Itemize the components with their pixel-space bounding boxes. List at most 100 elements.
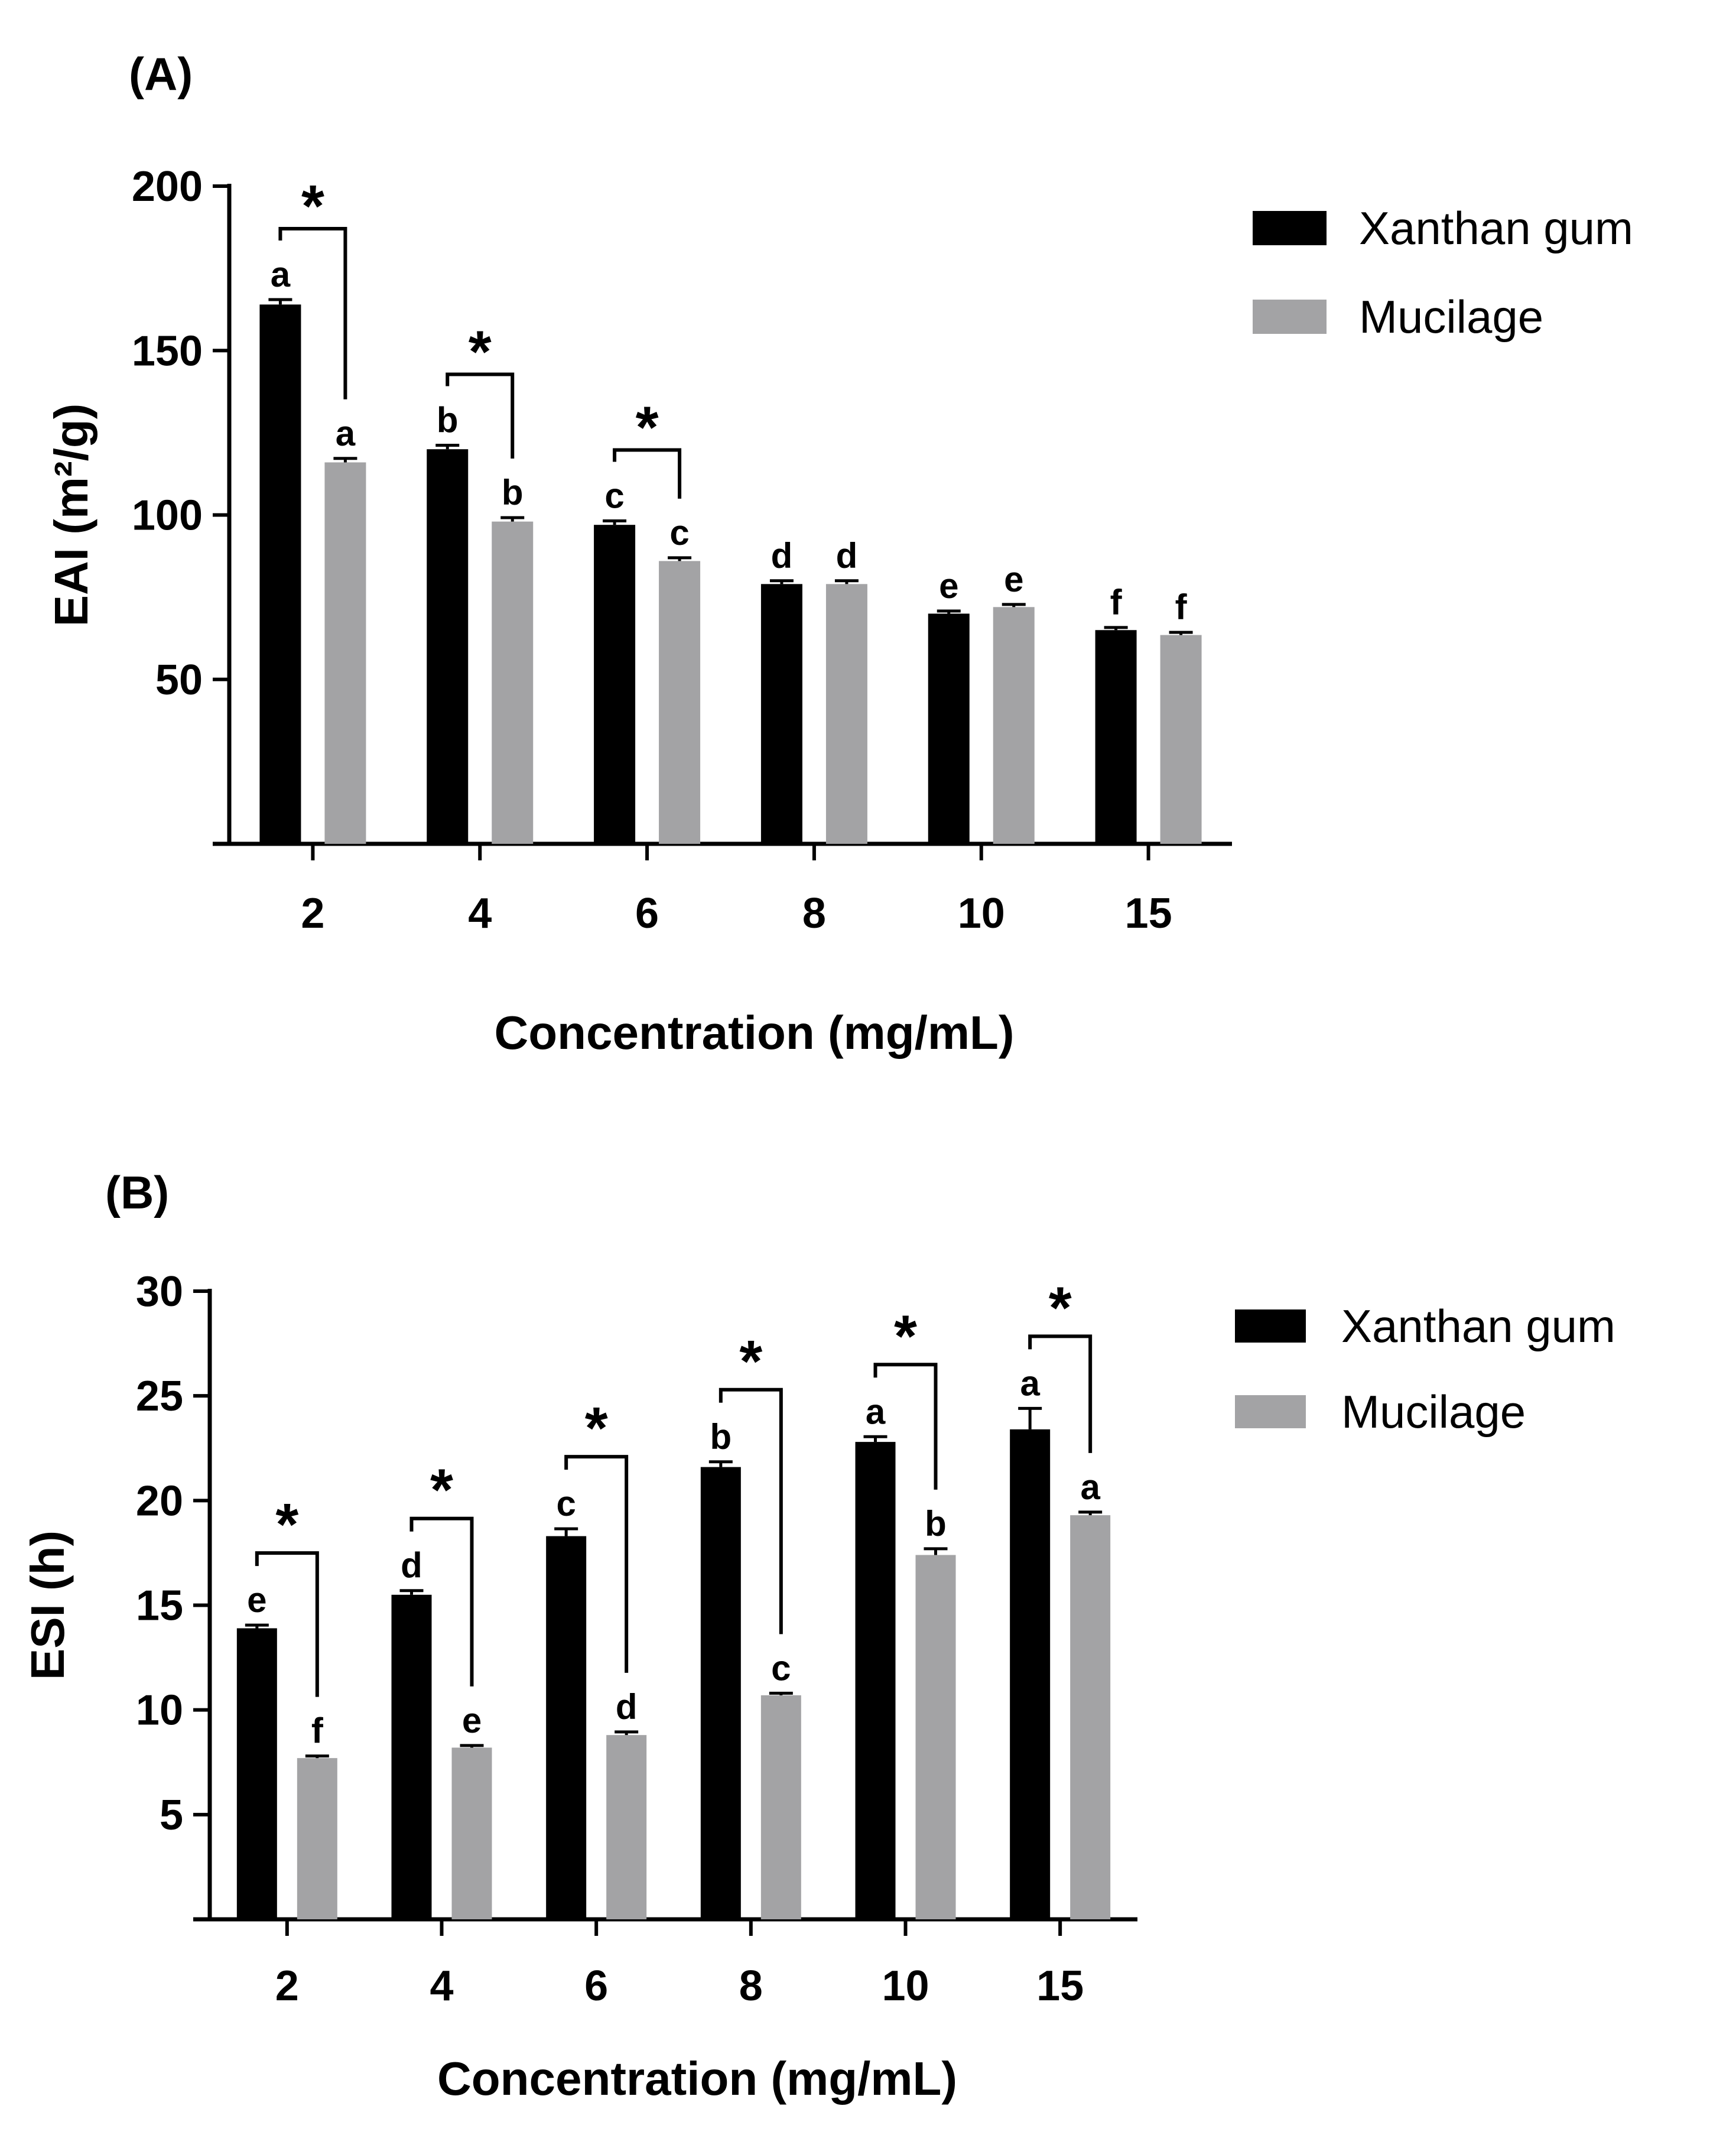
significance-letter: d xyxy=(616,1687,638,1727)
significance-star: * xyxy=(430,1457,453,1523)
legend-swatch xyxy=(1253,211,1327,245)
significance-bracket xyxy=(255,1551,319,1697)
significance-letter: a xyxy=(866,1392,886,1431)
x-tick-label: 2 xyxy=(301,890,324,937)
x-tick-label: 6 xyxy=(635,890,659,937)
x-tick-label: 15 xyxy=(1125,890,1172,937)
bar-xanthan-gum xyxy=(236,1628,277,1919)
bar-xanthan-gum xyxy=(427,449,469,844)
panel-label: (A) xyxy=(129,48,193,100)
significance-letter: e xyxy=(1004,560,1023,599)
significance-letter: b xyxy=(437,401,459,440)
x-axis-title: Concentration (mg/mL) xyxy=(437,2052,957,2105)
significance-letter: c xyxy=(669,513,689,553)
bar-xanthan-gum xyxy=(259,304,301,844)
bar-mucilage xyxy=(760,1695,801,1919)
bar-xanthan-gum xyxy=(391,1594,432,1919)
x-tick-label: 15 xyxy=(1036,1962,1084,2010)
chart-panel-1: (A) 50 100 150 200 a a * 2 b b * 4 c c * 6 d d 8 e e 10 f f 15 Con… xyxy=(45,48,1633,1059)
x-tick-label: 8 xyxy=(802,890,826,937)
x-tick-label: 4 xyxy=(430,1962,453,2010)
significance-letter: f xyxy=(311,1711,324,1751)
bar-xanthan-gum xyxy=(855,1442,896,1919)
significance-letter: f xyxy=(1175,587,1188,627)
significance-star: * xyxy=(585,1395,608,1461)
legend-label: Xanthan gum xyxy=(1359,202,1633,254)
y-axis-title: EAI (m²/g) xyxy=(45,404,97,627)
legend-swatch xyxy=(1235,1309,1306,1343)
significance-letter: d xyxy=(771,536,793,576)
bar-mucilage xyxy=(606,1735,647,1919)
y-tick-label: 10 xyxy=(136,1687,183,1734)
significance-letter: a xyxy=(1080,1467,1100,1507)
significance-star: * xyxy=(739,1328,762,1395)
significance-letter: e xyxy=(939,566,958,606)
bar-mucilage xyxy=(297,1758,337,1919)
significance-bracket xyxy=(564,1455,629,1673)
y-tick-label: 100 xyxy=(132,492,203,540)
bar-xanthan-gum xyxy=(928,613,970,844)
bar-xanthan-gum xyxy=(700,1467,741,1919)
significance-star: * xyxy=(636,395,659,461)
bar-mucilage xyxy=(324,462,366,844)
significance-bracket xyxy=(278,226,347,399)
x-tick-label: 10 xyxy=(958,890,1005,937)
y-tick-label: 150 xyxy=(132,327,203,375)
bar-mucilage xyxy=(1070,1515,1111,1919)
panel-label: (B) xyxy=(105,1166,169,1218)
significance-letter: d xyxy=(401,1546,422,1585)
significance-star: * xyxy=(894,1303,917,1369)
y-tick-label: 30 xyxy=(136,1268,183,1315)
x-axis-title: Concentration (mg/mL) xyxy=(495,1006,1015,1059)
y-axis-title: ESI (h) xyxy=(21,1530,74,1680)
significance-letter: c xyxy=(604,476,624,516)
significance-letter: c xyxy=(771,1648,791,1688)
y-tick-label: 200 xyxy=(132,163,203,210)
bar-mucilage xyxy=(451,1747,492,1919)
bar-xanthan-gum xyxy=(1010,1429,1051,1919)
significance-star: * xyxy=(301,173,324,239)
x-tick-label: 8 xyxy=(739,1962,763,2010)
y-tick-label: 20 xyxy=(136,1477,183,1525)
significance-bracket xyxy=(1028,1334,1093,1453)
x-tick-label: 10 xyxy=(882,1962,929,2010)
significance-bracket xyxy=(613,448,682,499)
bar-mucilage xyxy=(825,584,867,844)
significance-bracket xyxy=(719,1387,783,1634)
significance-letter: e xyxy=(462,1701,482,1740)
significance-bracket xyxy=(446,372,515,459)
significance-bracket xyxy=(409,1516,474,1686)
significance-bracket xyxy=(873,1363,938,1490)
y-tick-label: 50 xyxy=(155,657,203,704)
significance-letter: f xyxy=(1110,583,1123,622)
bar-mucilage xyxy=(492,521,534,844)
legend-label: Xanthan gum xyxy=(1341,1300,1615,1352)
significance-letter: b xyxy=(925,1504,947,1543)
bar-mucilage xyxy=(915,1555,956,1919)
bar-mucilage xyxy=(1160,635,1202,844)
legend-label: Mucilage xyxy=(1341,1386,1526,1438)
significance-letter: a xyxy=(336,414,356,453)
y-tick-label: 5 xyxy=(160,1792,183,1839)
x-tick-label: 4 xyxy=(468,890,492,937)
x-tick-label: 6 xyxy=(584,1962,608,2010)
significance-star: * xyxy=(1049,1275,1072,1341)
significance-star: * xyxy=(275,1491,298,1558)
bar-mucilage xyxy=(659,561,701,844)
significance-letter: b xyxy=(710,1417,732,1457)
legend-swatch xyxy=(1235,1395,1306,1428)
significance-letter: d xyxy=(836,536,858,576)
significance-letter: e xyxy=(247,1580,266,1620)
significance-letter: a xyxy=(271,255,291,294)
x-tick-label: 2 xyxy=(275,1962,299,2010)
legend-swatch xyxy=(1253,300,1327,334)
chart-panel-2: (B)51015202530ef*2de*4cd*6bc*8ab*10aa*15… xyxy=(21,1166,1615,2105)
bar-xanthan-gum xyxy=(760,584,802,844)
significance-star: * xyxy=(469,319,492,385)
bar-xanthan-gum xyxy=(546,1536,587,1919)
significance-letter: b xyxy=(502,473,524,512)
y-tick-label: 15 xyxy=(136,1582,183,1630)
bar-xanthan-gum xyxy=(594,525,636,844)
significance-letter: a xyxy=(1020,1363,1040,1403)
